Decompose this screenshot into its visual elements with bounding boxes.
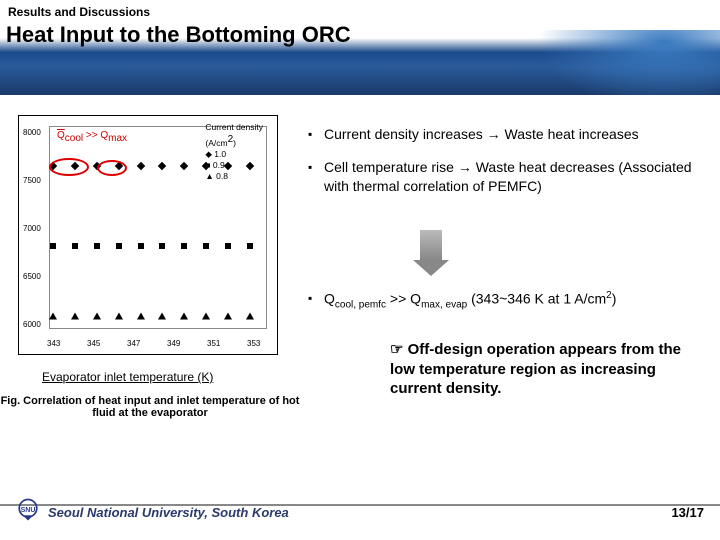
xtick: 343 — [47, 339, 60, 348]
footer-institution: Seoul National University, South Korea — [48, 505, 289, 520]
university-logo-icon: SNU — [14, 496, 42, 524]
chart-box: Qcool >> Qmax Current density(A/cm2) ◆ 1… — [18, 115, 278, 355]
off-design-note: ☞ Off-design operation appears from the … — [390, 340, 690, 399]
ytick: 6000 — [23, 320, 41, 329]
xtick: 349 — [167, 339, 180, 348]
chart-legend: Current density(A/cm2) ◆ 1.0 ■ 0.9 ▲ 0.8 — [205, 122, 263, 182]
page-number: 13/17 — [671, 505, 704, 520]
xtick: 345 — [87, 339, 100, 348]
xtick: 347 — [127, 339, 140, 348]
bullet-1: Current density increases → Waste heat i… — [308, 125, 713, 144]
bullet-list: Current density increases → Waste heat i… — [308, 125, 713, 210]
legend-item-1: 1.0 — [214, 149, 226, 159]
page-title: Heat Input to the Bottoming ORC — [6, 22, 351, 48]
legend-item-3: 0.8 — [216, 171, 228, 181]
ytick: 8000 — [23, 128, 41, 137]
highlight-oval-2 — [97, 160, 127, 176]
ytick: 6500 — [23, 272, 41, 281]
section-label: Results and Discussions — [8, 5, 150, 19]
bullet-2: Cell temperature rise → Waste heat decre… — [308, 158, 713, 196]
down-arrow-icon — [420, 230, 449, 276]
ytick: 7500 — [23, 176, 41, 185]
chart-q-annotation: Qcool >> Qmax — [57, 130, 127, 144]
chart-container: Qcool >> Qmax Current density(A/cm2) ◆ 1… — [18, 115, 298, 355]
xtick: 353 — [247, 339, 260, 348]
chart-x-axis-label: Evaporator inlet temperature (K) — [42, 370, 213, 384]
highlight-oval-1 — [49, 158, 89, 176]
ytick: 7000 — [23, 224, 41, 233]
svg-text:SNU: SNU — [21, 507, 36, 514]
bullet-3: Qcool, pemfc >> Qmax, evap (343~346 K at… — [308, 290, 713, 310]
header-curve-decoration — [440, 30, 720, 95]
xtick: 351 — [207, 339, 220, 348]
figure-caption: Fig. Correlation of heat input and inlet… — [0, 395, 300, 419]
